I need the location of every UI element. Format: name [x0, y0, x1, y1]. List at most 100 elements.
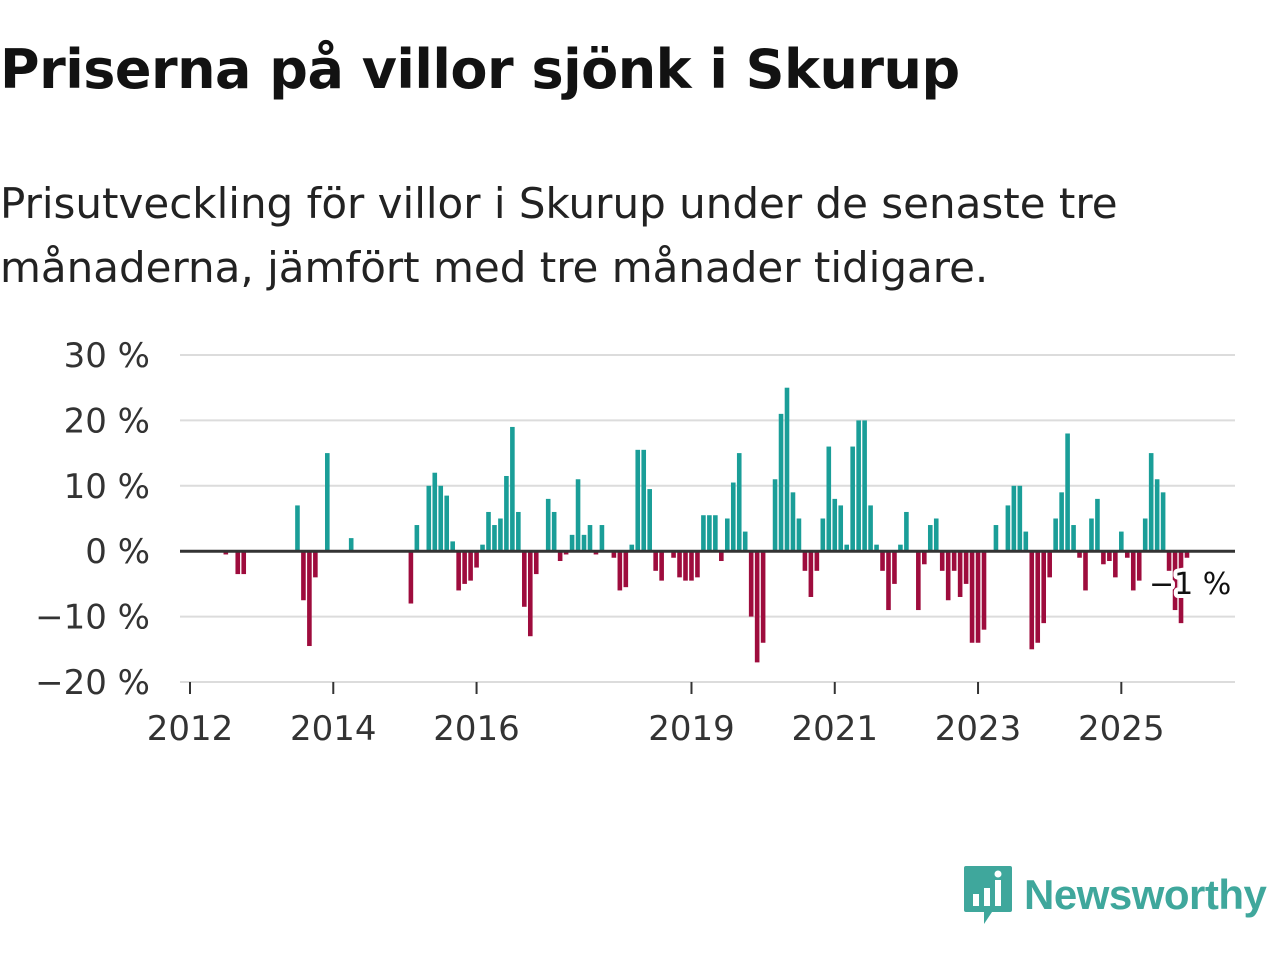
bar [456, 551, 461, 591]
bar [533, 551, 539, 575]
bar [683, 551, 688, 581]
bar [892, 551, 897, 584]
bar [438, 485, 444, 552]
bar [623, 551, 629, 588]
bar [1119, 531, 1124, 552]
axes [180, 549, 1235, 694]
bar [904, 511, 909, 552]
bar [432, 472, 438, 552]
bar [557, 551, 563, 562]
bar [981, 551, 987, 630]
bar [772, 479, 778, 552]
bar [874, 544, 879, 552]
bar [486, 511, 491, 552]
bar [778, 413, 784, 552]
bar [569, 534, 575, 552]
bar [1017, 485, 1023, 552]
bar [862, 420, 867, 552]
newsworthy-icon [964, 866, 1012, 924]
bar [414, 525, 420, 552]
bar [647, 489, 652, 552]
bar [474, 551, 479, 568]
bar [713, 515, 718, 552]
bar [808, 551, 814, 597]
bar [629, 544, 635, 552]
bar [880, 551, 885, 571]
bar [963, 551, 969, 584]
bar [814, 551, 820, 571]
y-tick-label: −10 % [35, 598, 150, 638]
bar [1029, 551, 1035, 650]
bar [635, 449, 641, 552]
bar [1101, 551, 1106, 565]
bar [719, 551, 724, 562]
bar [820, 518, 826, 552]
bar [1053, 518, 1058, 552]
bar [498, 518, 503, 552]
x-tick-label: 2014 [290, 709, 377, 749]
bar [235, 551, 241, 575]
bar [1041, 551, 1047, 624]
bar [1077, 551, 1082, 558]
bar [1035, 551, 1041, 643]
bar [492, 525, 497, 552]
bar [671, 551, 676, 558]
bar [802, 551, 808, 571]
bar [939, 551, 945, 571]
bar [868, 505, 873, 552]
bar [593, 551, 599, 555]
bar [241, 551, 247, 575]
bar [784, 387, 790, 552]
bar [450, 541, 455, 552]
x-tick-label: 2021 [791, 709, 878, 749]
y-tick-label: −20 % [35, 663, 150, 703]
bar [736, 453, 742, 552]
bar [916, 551, 921, 611]
bar [1166, 551, 1172, 571]
brand-name: Newsworthy [1024, 871, 1267, 918]
bar [730, 482, 736, 552]
bar [1011, 485, 1017, 552]
bar [1160, 492, 1166, 552]
bar [975, 551, 981, 643]
bar [1107, 551, 1112, 562]
bar [832, 498, 838, 552]
bar [1172, 551, 1178, 611]
bars [223, 387, 1190, 663]
bar [1178, 551, 1184, 624]
bar [725, 518, 730, 552]
bar [617, 551, 623, 591]
bar [1065, 433, 1070, 552]
bar [641, 449, 647, 552]
bar [695, 551, 700, 578]
bar [611, 551, 617, 558]
bar [826, 446, 832, 552]
bar [1047, 551, 1052, 578]
latest-value-annotation: −1 % [1149, 567, 1231, 602]
bar [993, 525, 999, 552]
bar [468, 551, 473, 581]
bar [922, 551, 927, 565]
bar [223, 551, 229, 555]
price-change-chart: 30 % 20 % 10 % 0 % −10 % −20 % 2012 2014 2016 201… [35, 336, 1235, 749]
x-tick-label: 2016 [433, 709, 520, 749]
bar [957, 551, 963, 597]
bar [1142, 518, 1148, 552]
bar [790, 492, 796, 552]
bar [945, 551, 951, 601]
bar [599, 525, 605, 552]
x-tick-label: 2025 [1078, 709, 1165, 749]
bar [898, 544, 903, 552]
bar [408, 551, 414, 604]
y-tick-label: 20 % [64, 401, 150, 441]
bar [796, 518, 802, 552]
bar [527, 551, 533, 637]
bar [563, 551, 569, 555]
bar [1148, 453, 1154, 552]
bar [510, 426, 515, 552]
bar [707, 515, 712, 552]
bar [760, 551, 766, 643]
bar [545, 498, 551, 552]
bar [575, 479, 581, 552]
bar [1089, 518, 1094, 552]
